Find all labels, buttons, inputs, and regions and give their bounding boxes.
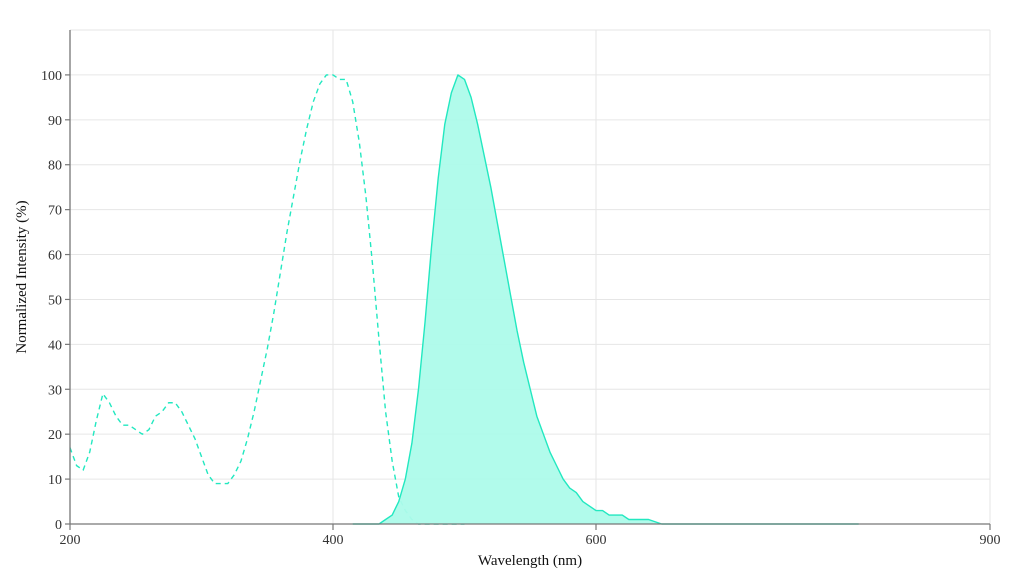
series-layer [69, 74, 859, 525]
y-tick-label: 0 [55, 518, 62, 533]
y-tick-label: 20 [48, 428, 62, 443]
y-tick-label: 70 [48, 204, 62, 219]
y-tick-label: 100 [41, 69, 62, 84]
series-2-area [352, 74, 859, 524]
y-tick-label: 10 [48, 473, 62, 488]
grid [70, 29, 991, 524]
tick-labels: 0 10 20 30 40 50 60 70 80 90 100 200 400 600 900 [41, 69, 1001, 548]
x-tick-label: 200 [60, 533, 81, 548]
y-tick-label: 90 [48, 114, 62, 129]
axes [69, 30, 990, 525]
y-tick-label: 50 [48, 293, 62, 308]
y-tick-label: 80 [48, 159, 62, 174]
series-1-line [69, 74, 465, 525]
y-axis-title: Normalized Intensity (%) [14, 200, 30, 353]
x-tick-label: 900 [980, 533, 1001, 548]
y-tick-label: 30 [48, 383, 62, 398]
x-tick-label: 400 [323, 533, 344, 548]
x-axis-title: Wavelength (nm) [478, 553, 582, 569]
y-tick-label: 60 [48, 249, 62, 264]
y-tick-label: 40 [48, 338, 62, 353]
x-tick-label: 600 [586, 533, 607, 548]
series-2-line [352, 74, 859, 525]
